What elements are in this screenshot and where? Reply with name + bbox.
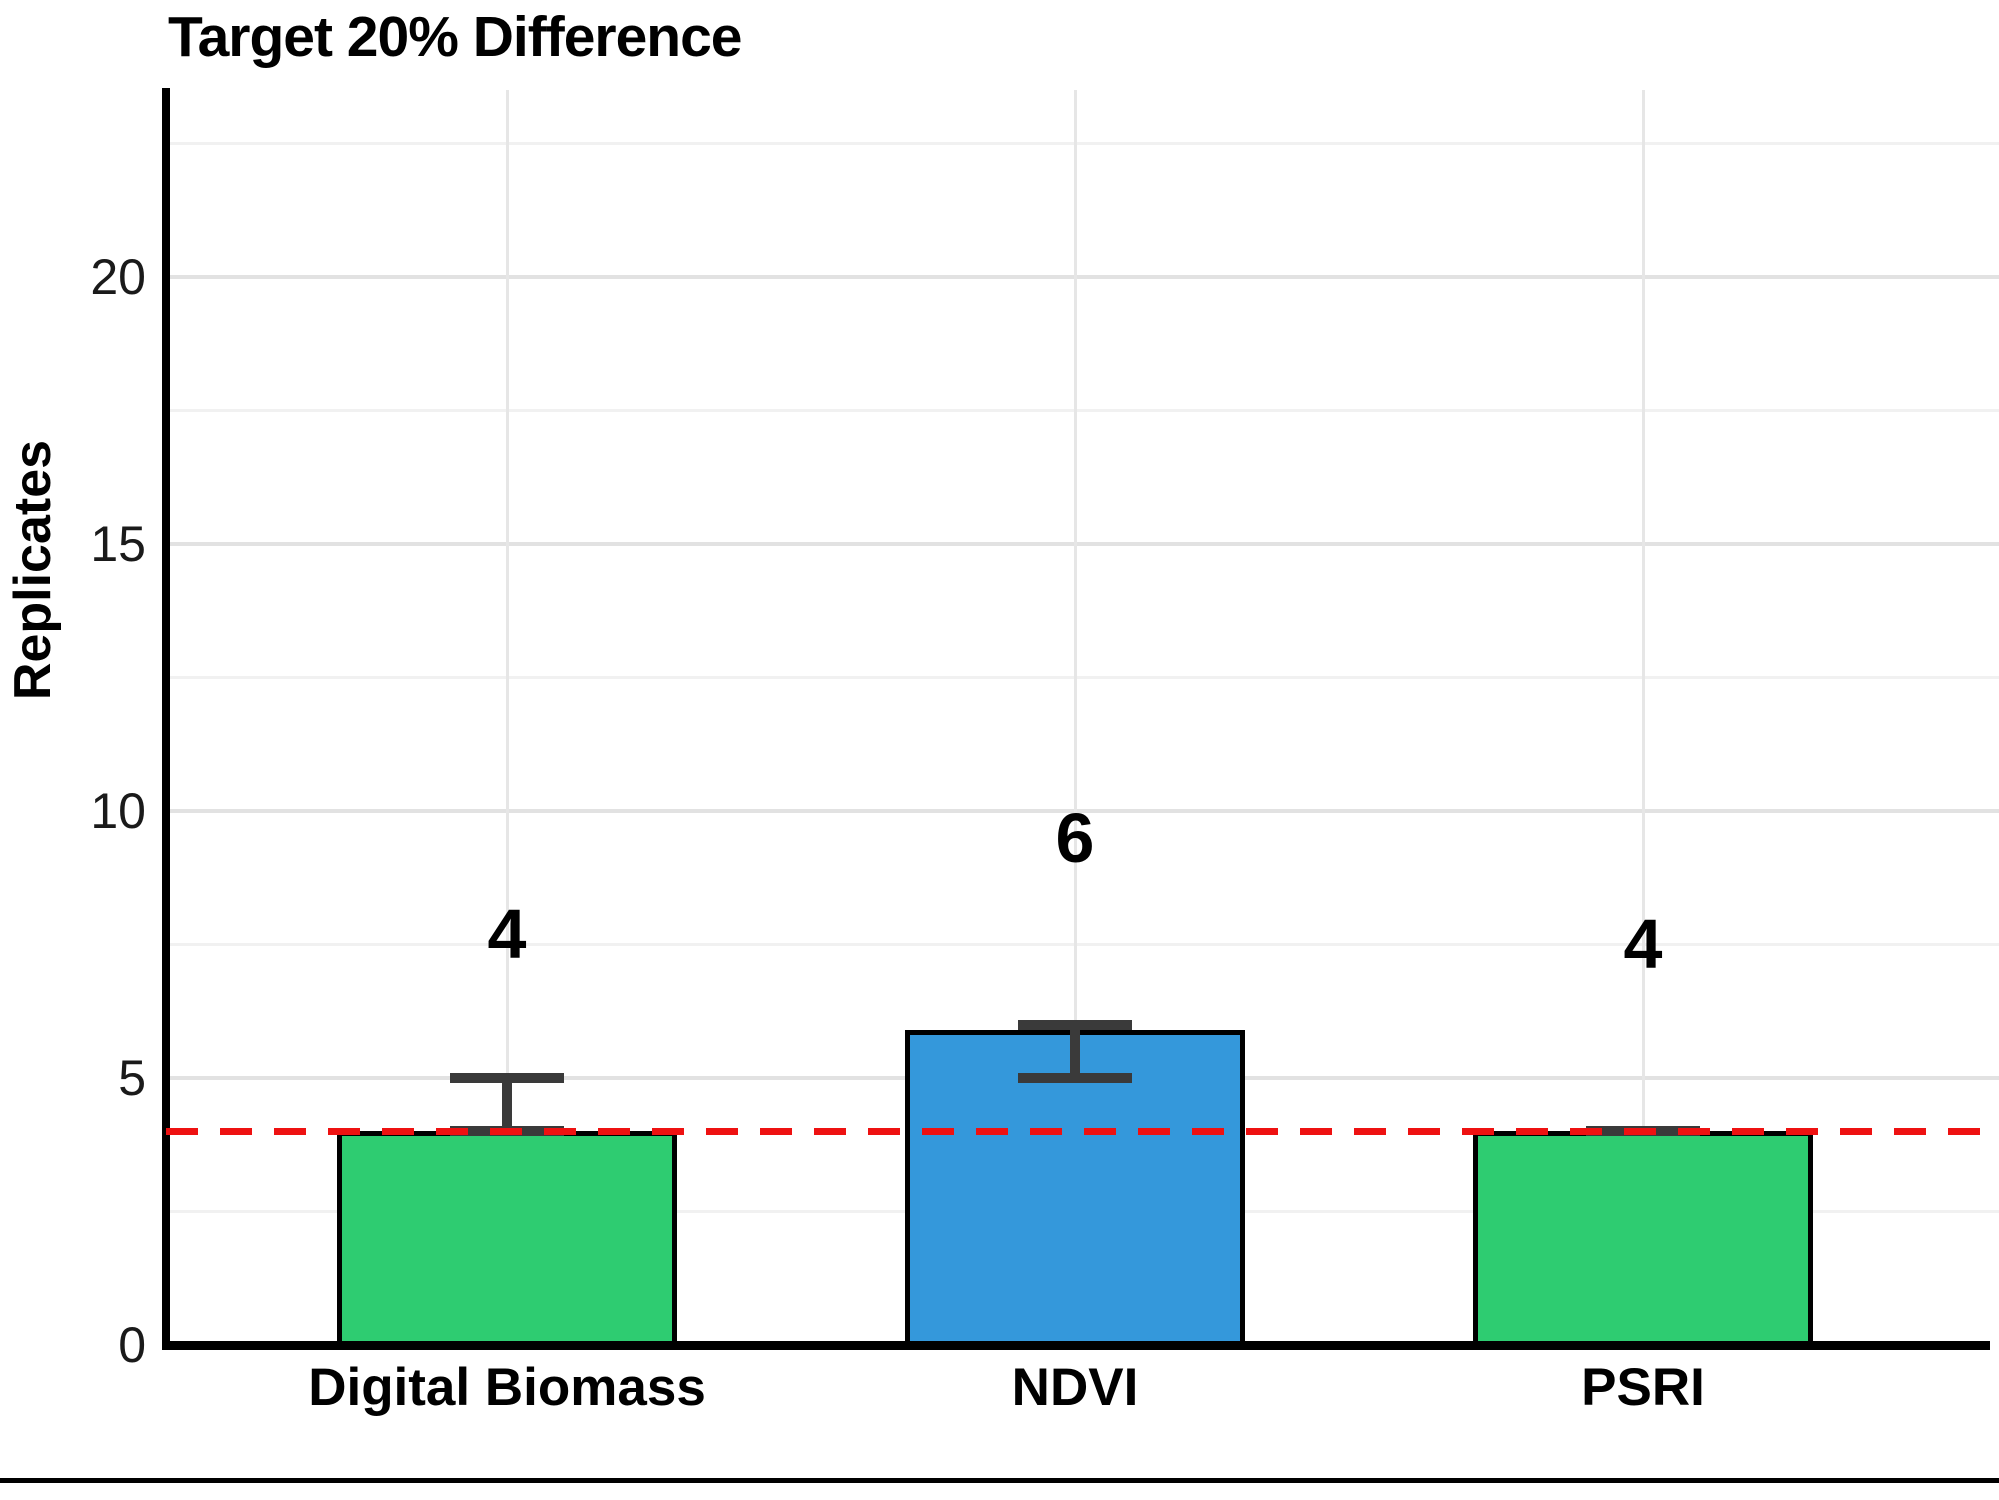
error-bar-line: [1070, 1024, 1080, 1078]
y-tick-label: 5: [118, 1049, 146, 1106]
chart-title: Target 20% Difference: [168, 5, 742, 69]
vertical-gridline: [1641, 90, 1645, 1341]
major-gridline: [170, 808, 1999, 813]
error-bar-cap: [1018, 1019, 1132, 1030]
x-tick-label: PSRI: [1581, 1358, 1705, 1417]
y-axis-title: Replicates: [4, 439, 62, 701]
y-tick-label: 20: [90, 248, 146, 305]
minor-gridline: [170, 942, 1999, 946]
y-axis-line: [162, 88, 170, 1349]
y-tick-label: 15: [90, 515, 146, 572]
x-axis-line: [162, 1341, 1990, 1350]
error-bar-cap: [450, 1072, 564, 1083]
vertical-gridline: [505, 90, 509, 1341]
minor-gridline: [170, 141, 1999, 145]
x-tick-label: NDVI: [1011, 1358, 1139, 1417]
error-bar-cap: [1018, 1072, 1132, 1083]
bar-value-label: 6: [1055, 798, 1095, 877]
bar-psri: [1473, 1131, 1813, 1347]
reference-line: [166, 1127, 1999, 1135]
y-tick-label: 10: [90, 782, 146, 839]
major-gridline: [170, 274, 1999, 279]
x-tick-label: Digital Biomass: [308, 1358, 706, 1417]
y-tick-label: 0: [118, 1317, 146, 1373]
bar-value-label: 4: [1623, 905, 1663, 984]
vertical-gridline: [1073, 90, 1077, 1341]
bar-value-label: 4: [487, 894, 527, 973]
minor-gridline: [170, 408, 1999, 412]
bar-digital-biomass: [337, 1131, 677, 1347]
major-gridline: [170, 541, 1999, 546]
error-bar-line: [502, 1077, 512, 1132]
minor-gridline: [170, 675, 1999, 679]
footer-divider: [0, 1478, 1999, 1483]
